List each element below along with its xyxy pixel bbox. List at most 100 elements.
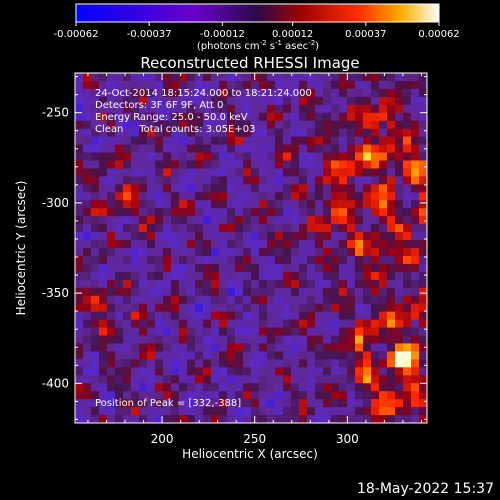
heatmap-cell — [291, 279, 300, 289]
heatmap-cell — [123, 279, 132, 289]
heatmap-cell — [171, 136, 180, 145]
heatmap-cell — [403, 248, 412, 257]
heatmap-cell — [235, 391, 244, 400]
heatmap-cell — [339, 263, 348, 273]
heatmap-cell — [243, 192, 252, 201]
heatmap-cell — [99, 96, 108, 106]
heatmap-cell — [299, 351, 308, 360]
heatmap-cell — [379, 104, 388, 114]
heatmap-cell — [195, 351, 204, 360]
heatmap-cell — [171, 208, 180, 217]
heatmap-cell — [371, 200, 380, 209]
heatmap-cell — [131, 232, 140, 241]
heatmap-cell — [83, 295, 92, 305]
heatmap-cell — [211, 80, 220, 90]
heatmap-cell — [419, 208, 428, 217]
heatmap-cell — [267, 383, 276, 392]
heatmap-cell — [211, 391, 220, 400]
heatmap-cell — [291, 271, 300, 281]
heatmap-cell — [91, 176, 100, 185]
heatmap-cell — [171, 216, 180, 225]
heatmap-cell — [403, 399, 412, 408]
heatmap-cell — [155, 343, 164, 352]
heatmap-cell — [371, 335, 380, 344]
heatmap-cell — [203, 88, 212, 98]
heatmap-cell — [235, 351, 244, 360]
heatmap-cell — [115, 144, 124, 153]
heatmap-cell — [131, 248, 140, 257]
heatmap-cell — [99, 399, 108, 408]
heatmap-cell — [291, 367, 300, 376]
heatmap-cell — [171, 168, 180, 177]
heatmap-cell — [251, 271, 260, 281]
heatmap-cell — [299, 383, 308, 392]
heatmap-cell — [203, 335, 212, 344]
heatmap-cell — [147, 152, 156, 161]
heatmap-cell — [315, 327, 324, 336]
heatmap-cell — [235, 295, 244, 305]
heatmap-cell — [179, 88, 188, 98]
heatmap-cell — [371, 391, 380, 400]
heatmap-cell — [75, 184, 84, 193]
heatmap-cell — [179, 120, 188, 130]
heatmap-cell — [75, 271, 84, 281]
heatmap-cell — [403, 200, 412, 209]
heatmap-cell — [275, 112, 284, 122]
heatmap-cell — [139, 263, 148, 273]
colorbar-tick-label: 0.00062 — [418, 29, 459, 40]
heatmap-cell — [179, 263, 188, 273]
heatmap-cell — [379, 160, 388, 169]
heatmap-cell — [355, 359, 364, 368]
heatmap-cell — [371, 104, 380, 114]
heatmap-cell — [371, 184, 380, 193]
heatmap-cell — [179, 104, 188, 114]
heatmap-cell — [179, 295, 188, 305]
heatmap-cell — [323, 263, 332, 273]
heatmap-cell — [139, 200, 148, 209]
heatmap-cell — [99, 88, 108, 98]
heatmap-cell — [267, 303, 276, 313]
heatmap-cell — [355, 367, 364, 376]
heatmap-cell — [219, 120, 228, 130]
heatmap-cell — [387, 327, 396, 336]
heatmap-cell — [251, 303, 260, 313]
heatmap-cell — [99, 279, 108, 289]
heatmap-cell — [123, 303, 132, 313]
heatmap-cell — [363, 271, 372, 281]
heatmap-cell — [83, 192, 92, 201]
heatmap-cell — [139, 407, 148, 416]
heatmap-cell — [371, 88, 380, 98]
heatmap-cell — [227, 168, 236, 177]
heatmap-cell — [83, 248, 92, 257]
heatmap-cell — [163, 240, 172, 249]
heatmap-cell — [419, 104, 428, 114]
heatmap-cell — [155, 208, 164, 217]
heatmap-cell — [379, 136, 388, 145]
heatmap-cell — [403, 112, 412, 122]
heatmap-cell — [283, 415, 292, 424]
heatmap-cell — [403, 255, 412, 265]
heatmap-cell — [75, 73, 84, 82]
heatmap-cell — [395, 80, 404, 90]
heatmap-cell — [387, 128, 396, 138]
heatmap-cell — [387, 399, 396, 408]
heatmap-cell — [307, 263, 316, 273]
plot-frame — [74, 72, 428, 424]
heatmap-cell — [187, 343, 196, 352]
heatmap-cell — [163, 367, 172, 376]
heatmap-cell — [347, 192, 356, 201]
heatmap-cell — [179, 391, 188, 400]
heatmap-cell — [243, 80, 252, 90]
heatmap-cell — [115, 160, 124, 169]
heatmap-cell — [139, 391, 148, 400]
heatmap-cell — [75, 263, 84, 273]
heatmap-cell — [147, 184, 156, 193]
heatmap-cell — [411, 295, 420, 305]
heatmap-cell — [267, 319, 276, 328]
heatmap-cell — [211, 152, 220, 161]
heatmap-cell — [219, 279, 228, 289]
heatmap-cell — [251, 224, 260, 233]
heatmap-cell — [115, 112, 124, 122]
heatmap-cell — [211, 295, 220, 305]
heatmap-image — [75, 73, 428, 424]
